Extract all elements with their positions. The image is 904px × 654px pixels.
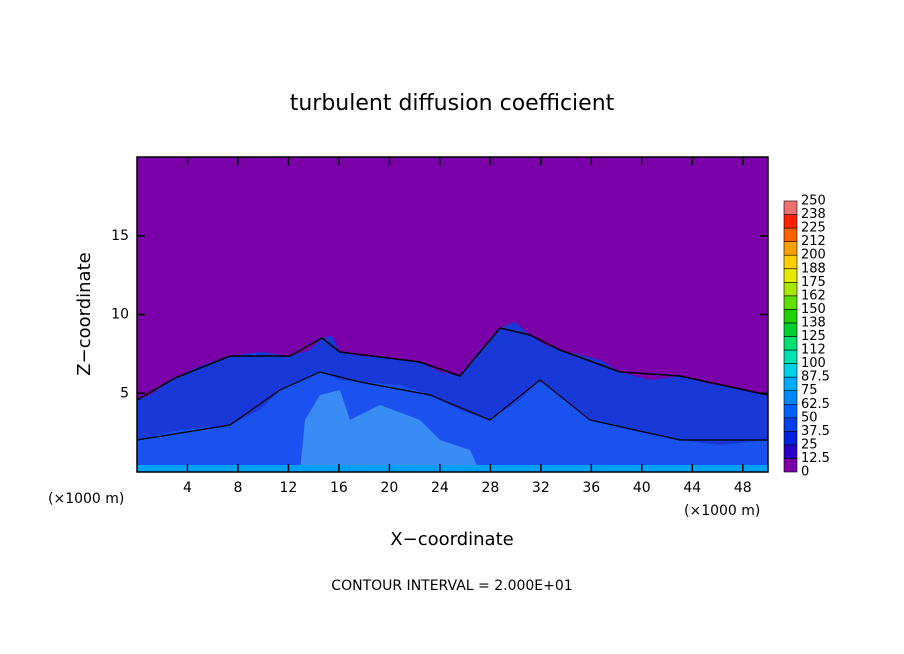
field — [136, 157, 769, 472]
x-tick-label: 40 — [633, 480, 651, 496]
colorbar-bin — [783, 444, 798, 459]
colorbar-bin — [783, 349, 798, 364]
colorbar-label: 150 — [801, 302, 826, 317]
colorbar-label: 162 — [801, 288, 826, 303]
colorbar-label: 125 — [801, 329, 826, 344]
colorbar-bin — [783, 390, 798, 405]
colorbar-bin — [783, 254, 798, 270]
x-tick-label: 48 — [734, 480, 752, 496]
colorbar-bin — [783, 281, 798, 297]
colorbar-label: 75 — [801, 383, 818, 398]
x-tick-label: 20 — [380, 480, 398, 496]
colorbar-bin — [783, 200, 798, 215]
x-tick-label: 36 — [582, 480, 600, 496]
colorbar-label: 238 — [801, 207, 826, 222]
colorbar-label: 225 — [801, 221, 826, 236]
x-tick-label: 44 — [683, 480, 701, 496]
colorbar-bin — [783, 214, 798, 229]
footer-note: CONTOUR INTERVAL = 2.000E+01 — [331, 578, 572, 594]
x-tick-label: 12 — [280, 480, 298, 496]
colorbar-bin — [783, 376, 798, 391]
colorbar-label: 87.5 — [801, 370, 830, 385]
colorbar-bin — [783, 241, 798, 256]
x-tick-label: 28 — [481, 480, 499, 496]
colorbar-bin — [783, 295, 798, 310]
colorbar-bin — [783, 431, 798, 446]
colorbar-label: 100 — [801, 356, 826, 371]
x-tick-label: 32 — [532, 480, 550, 496]
colorbar-bin — [783, 336, 798, 351]
contour-line — [136, 327, 769, 401]
unit-label: (×1000 m) — [48, 491, 124, 507]
colorbar-bin — [783, 322, 798, 337]
colorbar-bin — [783, 458, 798, 473]
y-tick-label: 5 — [120, 385, 129, 401]
x-tick-label: 8 — [233, 480, 242, 496]
x-axis-label: X−coordinate — [390, 529, 513, 550]
colorbar-label: 12.5 — [801, 451, 830, 466]
unit-label: (×1000 m) — [684, 503, 760, 519]
colorbar-label: 250 — [801, 194, 826, 209]
colorbar-label: 138 — [801, 315, 826, 330]
colorbar-label: 50 — [801, 410, 818, 425]
colorbar-bin — [783, 309, 798, 324]
x-tick-label: 24 — [431, 480, 449, 496]
colorbar-label: 188 — [801, 261, 826, 276]
field-shape — [137, 465, 768, 472]
colorbar-label: 62.5 — [801, 397, 830, 412]
y-tick-label: 10 — [111, 307, 129, 323]
colorbar-label: 212 — [801, 234, 826, 249]
colorbar-label: 112 — [801, 343, 826, 358]
field-shape — [137, 372, 768, 472]
colorbar-label: 175 — [801, 275, 826, 290]
x-tick-label: 16 — [330, 480, 348, 496]
colorbar-bin — [783, 268, 798, 283]
contour-line — [136, 371, 768, 441]
field-shape — [300, 390, 480, 472]
colorbar-label: 0 — [801, 465, 809, 480]
y-axis-label: Z−coordinate — [74, 252, 95, 375]
colorbar-label: 25 — [801, 437, 818, 452]
y-tick-label: 15 — [111, 228, 129, 244]
colorbar-bin — [783, 403, 798, 419]
chart-title: turbulent diffusion coefficient — [290, 91, 615, 116]
x-tick-label: 4 — [183, 480, 192, 496]
colorbar-bin — [783, 363, 798, 378]
colorbar-label: 200 — [801, 248, 826, 263]
colorbar-bin — [783, 417, 798, 432]
colorbar-bin — [783, 227, 798, 242]
colorbar-label: 37.5 — [801, 424, 830, 439]
